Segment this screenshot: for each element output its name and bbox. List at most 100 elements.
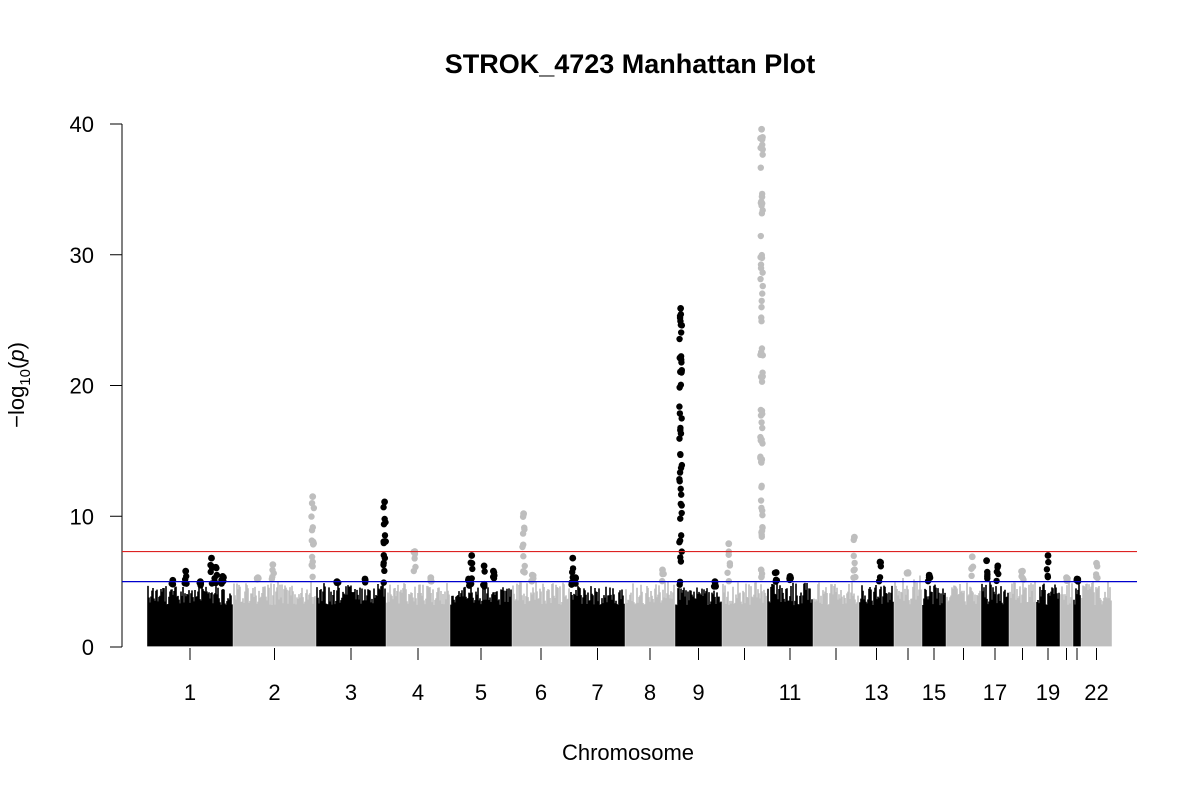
data-point <box>677 381 685 389</box>
data-point <box>677 426 684 434</box>
data-point <box>759 290 766 297</box>
chromosome-14-baseline-points <box>894 575 922 647</box>
data-point <box>758 378 766 385</box>
data-point <box>676 537 684 544</box>
data-point <box>678 509 685 517</box>
chromosome-21-points <box>1073 575 1082 647</box>
data-point <box>676 478 683 485</box>
x-axis: 1 2 3 4 5 6 7 8 9 11 13 15 17 19 22 <box>184 648 1109 705</box>
data-point <box>677 558 685 565</box>
chromosome-18-baseline-points <box>1009 581 1036 647</box>
data-point <box>480 562 488 570</box>
x-tick-label: 11 <box>779 680 802 705</box>
data-point <box>757 135 764 142</box>
y-axis: 0 10 20 30 40 <box>70 112 123 660</box>
data-point <box>381 498 388 506</box>
data-point <box>361 575 369 583</box>
data-point <box>521 524 528 531</box>
data-point <box>851 566 858 573</box>
x-tick-label: 6 <box>535 680 547 705</box>
data-point <box>759 373 766 380</box>
data-point <box>380 579 387 586</box>
x-tick-label: 2 <box>268 680 280 705</box>
data-point <box>1044 573 1052 581</box>
chromosome-5-baseline-points <box>450 586 512 647</box>
data-point <box>904 569 912 576</box>
chromosome-19-points <box>1036 552 1060 647</box>
chromosome-10-baseline-points <box>722 582 767 647</box>
x-tick-label: 19 <box>1036 680 1060 705</box>
y-tick-label: 30 <box>70 243 94 268</box>
chromosome-9-baseline-points <box>675 587 722 647</box>
data-point <box>677 304 685 312</box>
chromosome-12-points <box>813 533 859 647</box>
data-point <box>757 254 764 261</box>
data-point <box>676 403 683 410</box>
y-axis-label-prefix: −log <box>4 386 29 428</box>
data-point <box>851 559 858 567</box>
data-point <box>676 581 683 588</box>
chromosome-14-points <box>894 569 922 647</box>
chromosome-4-points <box>386 548 450 647</box>
data-point <box>254 574 262 582</box>
y-axis-label: −log10(p) <box>4 342 34 428</box>
data-point <box>968 572 975 580</box>
data-point <box>850 552 857 560</box>
chromosome-17-points <box>981 557 1009 647</box>
data-point <box>757 458 765 466</box>
data-point <box>309 573 316 581</box>
data-point <box>467 580 475 588</box>
y-axis-label-close: ) <box>4 342 29 349</box>
data-point <box>521 562 528 570</box>
data-point <box>1019 567 1026 575</box>
data-point <box>380 504 387 511</box>
data-point <box>219 572 227 580</box>
data-point <box>758 125 765 133</box>
data-point <box>758 190 766 198</box>
chromosome-18-points <box>1009 567 1036 647</box>
chromosome-1-baseline-points <box>147 585 233 647</box>
data-point <box>678 366 685 374</box>
data-point <box>968 553 976 561</box>
data-point <box>310 538 317 545</box>
data-point <box>757 261 765 268</box>
chromosome-7-points <box>568 554 625 647</box>
x-tick-label: 7 <box>591 680 603 705</box>
chromosome-17-baseline-points <box>981 582 1009 647</box>
data-point <box>993 577 1000 585</box>
chromosome-8-points <box>625 566 675 647</box>
chromosome-11-baseline-points <box>767 582 813 647</box>
data-point <box>380 538 387 545</box>
chromosome-11-points <box>767 569 813 647</box>
data-points <box>147 125 1112 647</box>
data-point <box>380 559 387 567</box>
data-point <box>677 354 685 362</box>
x-tick-label: 13 <box>864 680 888 705</box>
chromosome-22-points <box>1081 559 1112 647</box>
chromosome-20-points <box>1060 574 1073 647</box>
data-point <box>757 144 764 152</box>
data-point <box>381 554 389 562</box>
data-point <box>520 568 527 575</box>
x-tick-label: 1 <box>184 680 196 705</box>
chromosome-15-baseline-points <box>922 584 946 647</box>
data-point <box>677 515 684 522</box>
data-point <box>183 573 190 580</box>
chromosome-3-baseline-points <box>316 583 386 647</box>
chromosome-6-baseline-points <box>512 581 570 647</box>
data-point <box>468 552 476 559</box>
data-point <box>382 519 389 526</box>
chromosome-21-baseline-points <box>1073 584 1081 647</box>
data-point <box>758 303 765 311</box>
data-point <box>759 151 766 158</box>
chromosome-2-baseline-points <box>233 581 316 647</box>
chromosome-13-baseline-points <box>859 585 894 647</box>
data-point <box>467 559 474 566</box>
data-point <box>759 440 766 447</box>
data-point <box>269 561 277 569</box>
chromosome-10-points <box>722 125 767 647</box>
data-point <box>212 579 219 587</box>
data-point <box>569 554 577 562</box>
x-tick-label: 3 <box>345 680 357 705</box>
data-point <box>726 560 734 567</box>
